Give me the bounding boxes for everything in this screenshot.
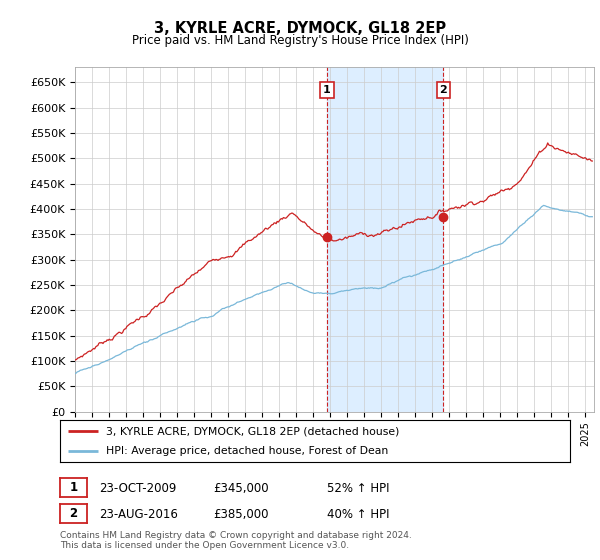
Text: 3, KYRLE ACRE, DYMOCK, GL18 2EP: 3, KYRLE ACRE, DYMOCK, GL18 2EP bbox=[154, 21, 446, 36]
Text: 2: 2 bbox=[70, 507, 77, 520]
Text: Price paid vs. HM Land Registry's House Price Index (HPI): Price paid vs. HM Land Registry's House … bbox=[131, 34, 469, 46]
Text: 23-AUG-2016: 23-AUG-2016 bbox=[99, 507, 178, 521]
Text: 2: 2 bbox=[439, 85, 447, 95]
Text: 52% ↑ HPI: 52% ↑ HPI bbox=[327, 482, 389, 495]
Text: Contains HM Land Registry data © Crown copyright and database right 2024.
This d: Contains HM Land Registry data © Crown c… bbox=[60, 530, 412, 550]
Text: 1: 1 bbox=[323, 85, 331, 95]
Text: £385,000: £385,000 bbox=[213, 507, 269, 521]
Text: 40% ↑ HPI: 40% ↑ HPI bbox=[327, 507, 389, 521]
Text: £345,000: £345,000 bbox=[213, 482, 269, 495]
Text: 23-OCT-2009: 23-OCT-2009 bbox=[99, 482, 176, 495]
Text: 1: 1 bbox=[70, 481, 77, 494]
Text: 3, KYRLE ACRE, DYMOCK, GL18 2EP (detached house): 3, KYRLE ACRE, DYMOCK, GL18 2EP (detache… bbox=[106, 426, 399, 436]
Bar bbox=[327, 67, 443, 412]
Text: HPI: Average price, detached house, Forest of Dean: HPI: Average price, detached house, Fore… bbox=[106, 446, 388, 456]
